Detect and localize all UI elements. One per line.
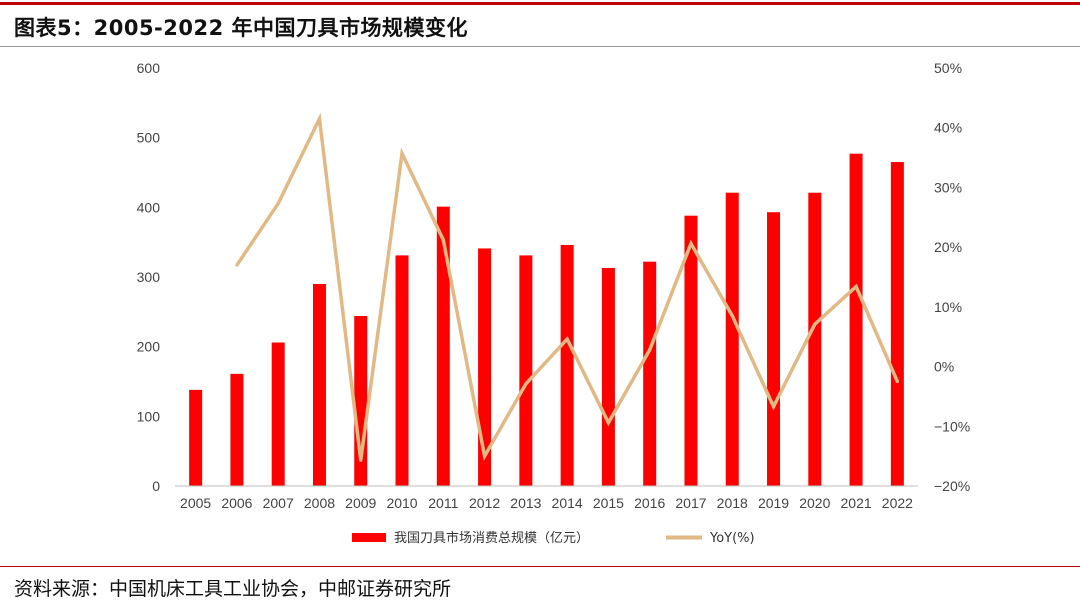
x-axis: 2005 2006 2007 2008 2009 2010 2011 2012 2013 2014… — [175, 485, 918, 511]
x-axis-tick-label: 2005 — [180, 495, 211, 511]
bar-2015 — [601, 267, 615, 486]
right-axis-tick-label: 40% — [934, 120, 962, 136]
top-rule — [0, 2, 1080, 5]
footer-divider — [0, 566, 1080, 567]
legend: 我国刀具市场消费总规模（亿元） YoY(%) — [352, 530, 755, 546]
bar-2006 — [230, 373, 244, 486]
right-axis: −20% −10% 0% 10% 20% 30% 40% 50% — [934, 60, 970, 494]
right-axis-tick-label: −10% — [934, 418, 970, 434]
right-axis-tick-label: 10% — [934, 299, 962, 315]
x-axis-tick-label: 2019 — [758, 495, 789, 511]
yoy-point-2006 — [235, 263, 239, 267]
right-axis-tick-label: 50% — [934, 60, 962, 76]
title-divider — [0, 46, 1080, 47]
bar-2018 — [725, 192, 739, 486]
right-axis-tick-label: 0% — [934, 359, 954, 375]
legend-bar-label: 我国刀具市场消费总规模（亿元） — [394, 530, 589, 546]
chart-area: 0 100 200 300 400 500 600 −20% −10% 0% 10% 20% 30% 4… — [137, 60, 971, 546]
bar-2021 — [849, 153, 863, 486]
bar-2008 — [312, 283, 326, 486]
left-axis-tick-label: 400 — [137, 199, 161, 215]
x-axis-tick-label: 2017 — [675, 495, 706, 511]
yoy-point-2012 — [482, 454, 487, 458]
x-axis-tick-label: 2022 — [882, 495, 913, 511]
yoy-point-2008 — [317, 117, 322, 121]
left-axis-tick-label: 500 — [137, 130, 161, 146]
yoy-point-2017 — [689, 241, 693, 246]
yoy-point-2011 — [441, 238, 445, 242]
bar-2017 — [684, 215, 698, 486]
left-axis-tick-label: 0 — [152, 478, 160, 494]
x-axis-tick-label: 2010 — [386, 495, 417, 511]
x-axis-tick-label: 2020 — [799, 495, 830, 511]
bar-2012 — [478, 248, 492, 486]
bar-2016 — [643, 261, 657, 486]
x-axis-tick-label: 2015 — [593, 495, 624, 511]
yoy-point-2020 — [813, 322, 817, 326]
bar-2013 — [519, 255, 533, 486]
right-axis-tick-label: 30% — [934, 179, 962, 195]
x-axis-tick-label: 2012 — [469, 495, 500, 511]
right-axis-tick-label: −20% — [934, 478, 970, 494]
bar-series — [189, 153, 904, 487]
yoy-point-2014 — [565, 337, 569, 341]
bar-2005 — [189, 389, 203, 486]
yoy-point-2007 — [276, 201, 280, 206]
x-axis-tick-label: 2014 — [552, 495, 583, 511]
bar-2010 — [395, 255, 409, 486]
line-series — [235, 112, 899, 462]
yoy-point-2013 — [524, 382, 528, 386]
x-axis-tick-label: 2018 — [717, 495, 748, 511]
x-axis-tick-label: 2021 — [841, 495, 872, 511]
x-axis-tick-label: 2007 — [263, 495, 294, 511]
bar-2011 — [436, 206, 450, 487]
x-axis-tick-label: 2009 — [345, 495, 376, 511]
page-title: 图表5：2005-2022 年中国刀具市场规模变化 — [14, 16, 469, 40]
left-axis-tick-label: 300 — [137, 269, 161, 285]
x-axis-tick-label: 2006 — [221, 495, 252, 511]
bar-2014 — [560, 244, 574, 486]
bar-2022 — [890, 162, 904, 487]
bar-2019 — [767, 212, 781, 486]
yoy-point-2016 — [648, 348, 652, 352]
yoy-point-2018 — [730, 314, 734, 318]
x-axis-tick-label: 2011 — [428, 495, 458, 511]
left-axis-tick-label: 600 — [137, 60, 161, 76]
x-axis-tick-label: 2013 — [510, 495, 541, 511]
yoy-point-2010 — [400, 151, 404, 155]
yoy-point-2009 — [359, 458, 363, 462]
source-note: 资料来源：中国机床工具工业协会，中邮证券研究所 — [14, 578, 452, 600]
left-axis-tick-label: 200 — [137, 339, 161, 355]
bar-2007 — [271, 342, 285, 486]
left-axis-tick-label: 100 — [137, 408, 161, 424]
legend-bar-swatch — [352, 533, 386, 542]
left-axis: 0 100 200 300 400 500 600 — [137, 60, 161, 494]
yoy-point-2022 — [895, 379, 899, 384]
x-axis-tick-label: 2008 — [304, 495, 335, 511]
yoy-point-2015 — [606, 421, 611, 425]
yoy-point-2021 — [854, 284, 858, 289]
x-axis-tick-label: 2016 — [634, 495, 665, 511]
yoy-point-2019 — [771, 404, 776, 409]
legend-line-label: YoY(%) — [709, 531, 755, 546]
bar-2020 — [808, 192, 822, 486]
right-axis-tick-label: 20% — [934, 239, 962, 255]
